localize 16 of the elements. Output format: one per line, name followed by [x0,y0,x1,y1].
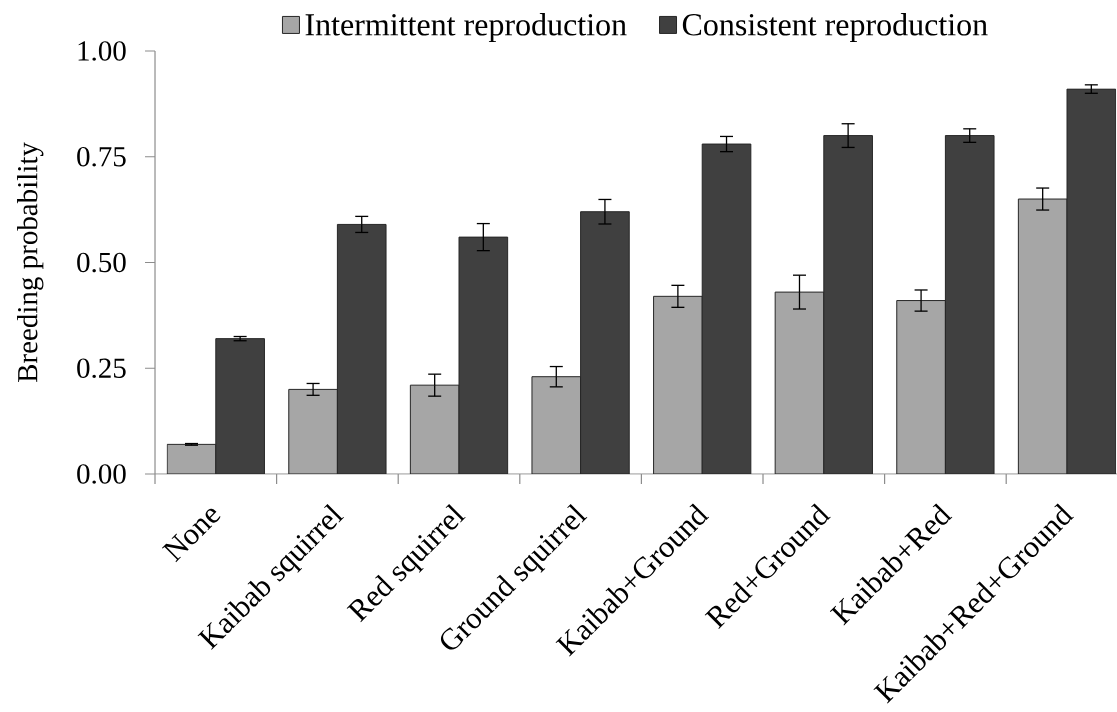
y-axis-title: Breeding probability [17,142,44,383]
bar [1017,198,1068,474]
bar [653,295,703,474]
legend-label: Intermittent reproduction [305,13,627,43]
y-tick-label: 0.75 [77,146,126,167]
bar [774,291,825,474]
bar [409,384,460,474]
legend-label: Consistent reproduction [682,13,988,43]
y-tick-label: 0.50 [77,252,126,273]
bar [288,388,338,474]
y-tick-label: 0.25 [77,358,126,379]
y-tick-label: 1.00 [78,41,126,61]
bar [896,300,946,474]
y-tick-label: 0.00 [77,464,126,484]
bar [166,443,217,474]
bar [531,376,582,474]
